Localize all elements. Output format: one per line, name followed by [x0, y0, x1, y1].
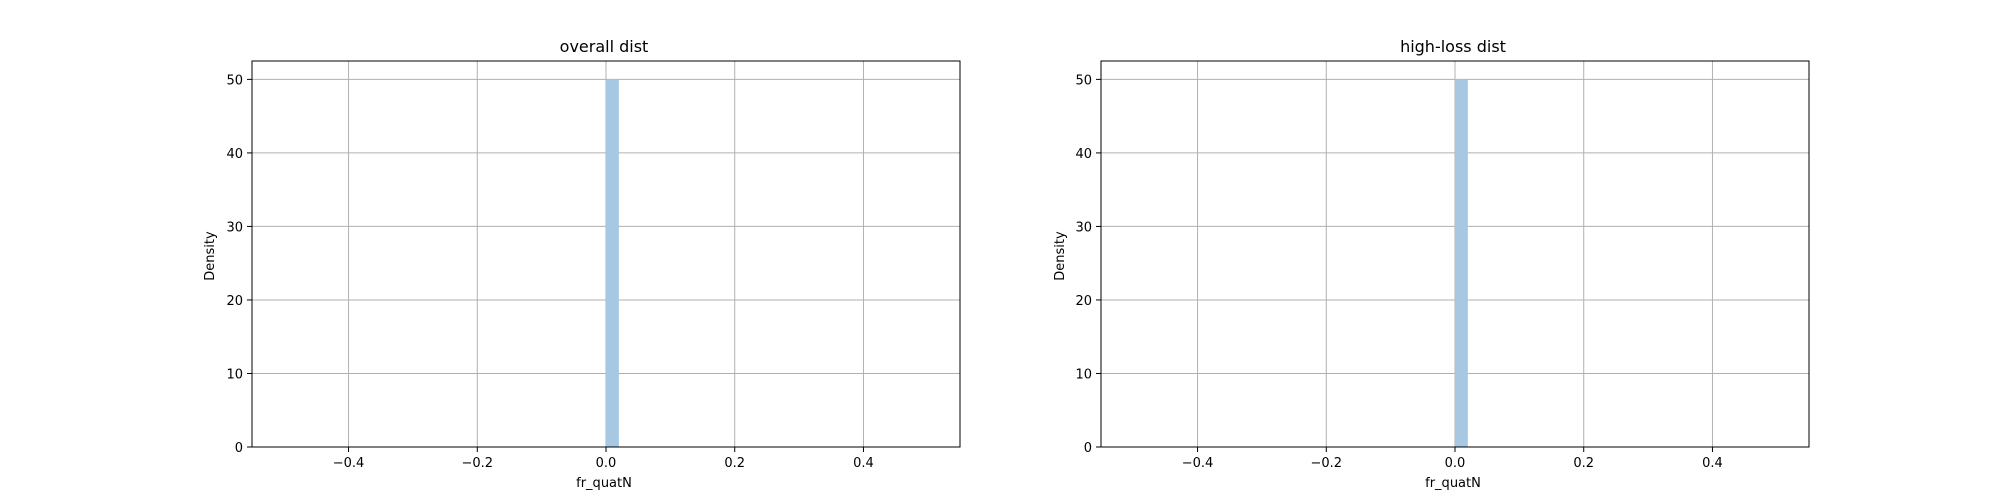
y-tick-label: 20 — [1075, 294, 1092, 309]
x-axis-label: fr_quatN — [576, 476, 632, 491]
y-tick-label: 0 — [235, 441, 243, 456]
x-axis-label: fr_quatN — [1425, 476, 1481, 491]
y-tick-label: 30 — [226, 220, 243, 235]
histogram-bar — [606, 79, 619, 447]
x-tick-label: −0.4 — [1182, 456, 1214, 471]
x-tick-label: −0.4 — [333, 456, 365, 471]
x-tick-label: 0.0 — [596, 456, 617, 471]
x-tick-label: 0.4 — [1702, 456, 1723, 471]
x-tick-label: 0.2 — [724, 456, 745, 471]
histogram-bar — [1455, 79, 1468, 447]
chart-title: overall dist — [560, 37, 649, 56]
y-tick-label: 0 — [1084, 441, 1092, 456]
y-tick-label: 50 — [226, 73, 243, 88]
chart-panel-high-loss: high-loss dist fr_quatN Density −0.4 −0.2… — [1053, 37, 1810, 491]
y-tick-label: 30 — [1075, 220, 1092, 235]
y-tick-label: 20 — [226, 294, 243, 309]
y-tick-label: 40 — [1075, 147, 1092, 162]
y-tick-label: 10 — [1075, 367, 1092, 382]
x-tick-label: 0.2 — [1573, 456, 1594, 471]
x-tick-label: −0.2 — [1310, 456, 1342, 471]
x-tick-label: 0.0 — [1445, 456, 1466, 471]
y-tick-label: 40 — [226, 147, 243, 162]
chart-panel-overall: overall dist fr_quatN Density −0.4 −0.2 0.… — [203, 37, 961, 491]
y-tick-label: 10 — [226, 367, 243, 382]
y-tick-label: 50 — [1075, 73, 1092, 88]
y-axis-label: Density — [203, 231, 218, 281]
x-tick-label: −0.2 — [461, 456, 493, 471]
chart-title: high-loss dist — [1400, 37, 1506, 56]
x-tick-label: 0.4 — [853, 456, 874, 471]
y-axis-label: Density — [1053, 231, 1068, 281]
